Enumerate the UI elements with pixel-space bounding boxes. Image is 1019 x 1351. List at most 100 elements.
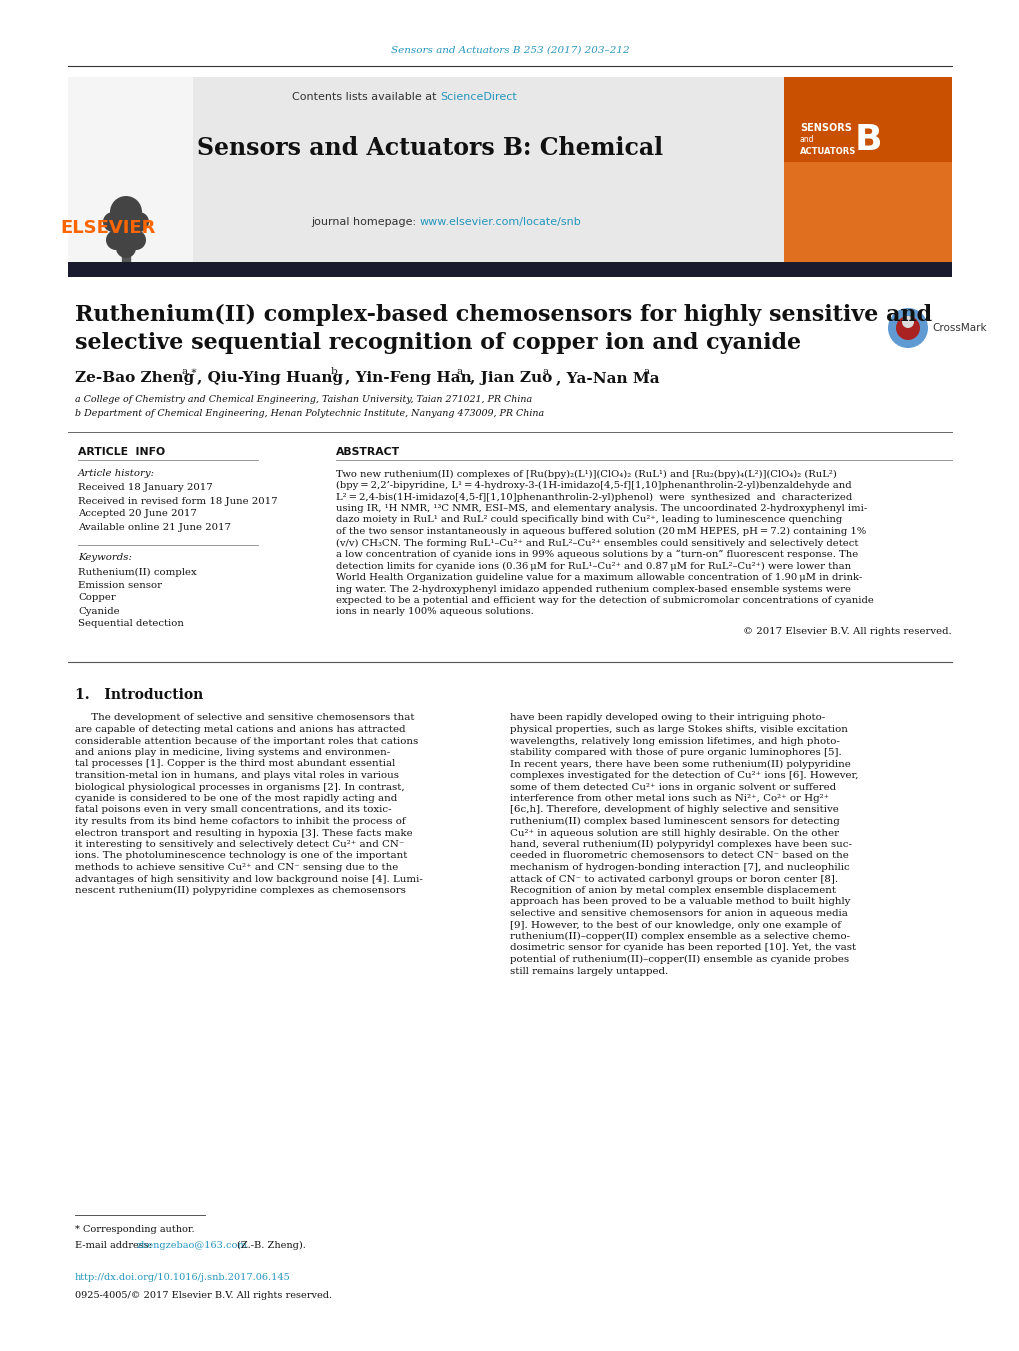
Text: a College of Chemistry and Chemical Engineering, Taishan University, Taian 27102: a College of Chemistry and Chemical Engi… [75,396,532,404]
Text: Received 18 January 2017: Received 18 January 2017 [77,484,213,493]
Text: and: and [799,135,814,145]
Text: ScienceDirect: ScienceDirect [439,92,517,101]
Circle shape [110,196,142,228]
Text: Cu²⁺ in aqueous solution are still highly desirable. On the other: Cu²⁺ in aqueous solution are still highl… [510,828,839,838]
Bar [68,262,951,277]
Text: stability compared with those of pure organic luminophores [5].: stability compared with those of pure or… [510,748,841,757]
Circle shape [901,316,913,328]
Text: (v/v) CH₃CN. The forming RuL¹–Cu²⁺ and RuL²–Cu²⁺ ensembles could sensitively and: (v/v) CH₃CN. The forming RuL¹–Cu²⁺ and R… [335,539,858,547]
Bar [68,77,784,276]
Bar [68,77,193,276]
Text: cyanide is considered to be one of the most rapidly acting and: cyanide is considered to be one of the m… [75,794,396,802]
Text: a: a [457,367,463,376]
Circle shape [103,212,123,232]
Text: http://dx.doi.org/10.1016/j.snb.2017.06.145: http://dx.doi.org/10.1016/j.snb.2017.06.… [75,1274,290,1282]
Text: ruthenium(II) complex based luminescent sensors for detecting: ruthenium(II) complex based luminescent … [510,817,839,825]
Text: www.elsevier.com/locate/snb: www.elsevier.com/locate/snb [420,218,581,227]
Text: Article history:: Article history: [77,470,155,478]
Text: 0925-4005/© 2017 Elsevier B.V. All rights reserved.: 0925-4005/© 2017 Elsevier B.V. All right… [75,1292,332,1301]
Text: Ruthenium(II) complex: Ruthenium(II) complex [77,567,197,577]
Text: approach has been proved to be a valuable method to built highly: approach has been proved to be a valuabl… [510,897,850,907]
Text: detection limits for cyanide ions (0.36 μM for RuL¹–Cu²⁺ and 0.87 μM for RuL²–Cu: detection limits for cyanide ions (0.36 … [335,562,850,570]
Text: attack of CN⁻ to activated carbonyl groups or boron center [8].: attack of CN⁻ to activated carbonyl grou… [510,874,838,884]
Circle shape [106,230,126,250]
Text: Recognition of anion by metal complex ensemble displacement: Recognition of anion by metal complex en… [510,886,836,894]
Text: it interesting to sensitively and selectively detect Cu²⁺ and CN⁻: it interesting to sensitively and select… [75,840,404,848]
Text: methods to achieve sensitive Cu²⁺ and CN⁻ sensing due to the: methods to achieve sensitive Cu²⁺ and CN… [75,863,397,871]
Text: complexes investigated for the detection of Cu²⁺ ions [6]. However,: complexes investigated for the detection… [510,771,858,780]
Text: Contents lists available at: Contents lists available at [291,92,439,101]
Text: b: b [331,367,337,376]
Text: physical properties, such as large Stokes shifts, visible excitation: physical properties, such as large Stoke… [510,725,847,734]
Text: of the two sensor instantaneously in aqueous buffered solution (20 mM HEPES, pH : of the two sensor instantaneously in aqu… [335,527,865,536]
Text: have been rapidly developed owing to their intriguing photo-: have been rapidly developed owing to the… [510,713,824,723]
Text: using IR, ¹H NMR, ¹³C NMR, ESI–MS, and elementary analysis. The uncoordinated 2-: using IR, ¹H NMR, ¹³C NMR, ESI–MS, and e… [335,504,866,513]
Text: and anions play in medicine, living systems and environmen-: and anions play in medicine, living syst… [75,748,390,757]
Text: considerable attention because of the important roles that cations: considerable attention because of the im… [75,736,418,746]
Text: mechanism of hydrogen-bonding interaction [7], and nucleophilic: mechanism of hydrogen-bonding interactio… [510,863,849,871]
Text: [6c,h]. Therefore, development of highly selective and sensitive: [6c,h]. Therefore, development of highly… [510,805,838,815]
Text: a: a [643,367,649,376]
Text: expected to be a potential and efficient way for the detection of submicromolar : expected to be a potential and efficient… [335,596,873,605]
Text: Available online 21 June 2017: Available online 21 June 2017 [77,523,230,531]
Text: electron transport and resulting in hypoxia [3]. These facts make: electron transport and resulting in hypo… [75,828,413,838]
Text: biological physiological processes in organisms [2]. In contrast,: biological physiological processes in or… [75,782,405,792]
Text: Accepted 20 June 2017: Accepted 20 June 2017 [77,509,197,519]
Text: World Health Organization guideline value for a maximum allowable concentration : World Health Organization guideline valu… [335,573,861,582]
Text: ions in nearly 100% aqueous solutions.: ions in nearly 100% aqueous solutions. [335,608,533,616]
Text: ELSEVIER: ELSEVIER [60,219,156,236]
Text: ABSTRACT: ABSTRACT [335,447,399,457]
Text: potential of ruthenium(II)–copper(II) ensemble as cyanide probes: potential of ruthenium(II)–copper(II) en… [510,955,848,965]
Text: , Jian Zuo: , Jian Zuo [470,372,551,385]
Text: a low concentration of cyanide ions in 99% aqueous solutions by a “turn-on” fluo: a low concentration of cyanide ions in 9… [335,550,857,559]
Text: tal processes [1]. Copper is the third most abundant essential: tal processes [1]. Copper is the third m… [75,759,395,769]
Text: In recent years, there have been some ruthenium(II) polypyridine: In recent years, there have been some ru… [510,759,850,769]
Text: zhengzebao@163.com: zhengzebao@163.com [137,1240,248,1250]
Text: Sensors and Actuators B 253 (2017) 203–212: Sensors and Actuators B 253 (2017) 203–2… [390,46,629,54]
Text: ions. The photoluminescence technology is one of the important: ions. The photoluminescence technology i… [75,851,407,861]
Text: , Ya-Nan Ma: , Ya-Nan Ma [555,372,659,385]
Text: [9]. However, to the best of our knowledge, only one example of: [9]. However, to the best of our knowled… [510,920,841,929]
Text: advantages of high sensitivity and low background noise [4]. Lumi-: advantages of high sensitivity and low b… [75,874,423,884]
Text: ity results from its bind heme cofactors to inhibit the process of: ity results from its bind heme cofactors… [75,817,406,825]
Circle shape [888,308,927,349]
Text: dosimetric sensor for cyanide has been reported [10]. Yet, the vast: dosimetric sensor for cyanide has been r… [510,943,855,952]
Text: B: B [854,123,881,157]
Text: selective and sensitive chemosensors for anion in aqueous media: selective and sensitive chemosensors for… [510,909,847,917]
Text: Ruthenium(II) complex-based chemosensors for highly sensitive and: Ruthenium(II) complex-based chemosensors… [75,304,931,326]
Text: L² = 2,4-bis(1H-imidazo[4,5-f][1,10]phenanthrolin-2-yl)phenol)  were  synthesize: L² = 2,4-bis(1H-imidazo[4,5-f][1,10]phen… [335,492,852,501]
Text: still remains largely untapped.: still remains largely untapped. [510,966,667,975]
Text: Sequential detection: Sequential detection [77,620,183,628]
Text: are capable of detecting metal cations and anions has attracted: are capable of detecting metal cations a… [75,725,406,734]
Text: journal homepage:: journal homepage: [311,218,420,227]
Text: hand, several ruthenium(II) polypyridyl complexes have been suc-: hand, several ruthenium(II) polypyridyl … [510,840,851,848]
Text: Cyanide: Cyanide [77,607,119,616]
Text: CrossMark: CrossMark [931,323,985,332]
Text: 1.   Introduction: 1. Introduction [75,688,203,703]
Text: , Yin-Feng Han: , Yin-Feng Han [344,372,471,385]
Circle shape [895,316,919,340]
Text: © 2017 Elsevier B.V. All rights reserved.: © 2017 Elsevier B.V. All rights reserved… [743,627,951,636]
Text: ceeded in fluorometric chemosensors to detect CN⁻ based on the: ceeded in fluorometric chemosensors to d… [510,851,848,861]
Text: nescent ruthenium(II) polypyridine complexes as chemosensors: nescent ruthenium(II) polypyridine compl… [75,886,406,896]
Text: b Department of Chemical Engineering, Henan Polytechnic Institute, Nanyang 47300: b Department of Chemical Engineering, He… [75,409,543,419]
Text: interference from other metal ions such as Ni²⁺, Co²⁺ or Hg²⁺: interference from other metal ions such … [510,794,828,802]
Text: Copper: Copper [77,593,115,603]
Circle shape [128,212,149,232]
Text: dazo moiety in RuL¹ and RuL² could specifically bind with Cu²⁺, leading to lumin: dazo moiety in RuL¹ and RuL² could speci… [335,516,842,524]
Bar [784,77,951,276]
Circle shape [112,216,140,245]
Text: Sensors and Actuators B: Chemical: Sensors and Actuators B: Chemical [197,136,662,159]
Text: Ze-Bao Zheng: Ze-Bao Zheng [75,372,194,385]
Text: a,∗: a,∗ [181,367,198,376]
Circle shape [116,238,136,258]
Text: , Qiu-Ying Huang: , Qiu-Ying Huang [197,372,342,385]
Text: E-mail address:: E-mail address: [75,1240,155,1250]
Text: ing water. The 2-hydroxyphenyl imidazo appended ruthenium complex-based ensemble: ing water. The 2-hydroxyphenyl imidazo a… [335,585,850,593]
Text: (Z.-B. Zheng).: (Z.-B. Zheng). [236,1240,306,1250]
Text: (bpy = 2,2’-bipyridine, L¹ = 4-hydroxy-3-(1H-imidazo[4,5-f][1,10]phenanthrolin-2: (bpy = 2,2’-bipyridine, L¹ = 4-hydroxy-3… [335,481,851,490]
Circle shape [126,230,146,250]
Text: Two new ruthenium(II) complexes of [Ru(bpy)₂(L¹)](ClO₄)₂ (RuL¹) and [Ru₂(bpy)₄(L: Two new ruthenium(II) complexes of [Ru(b… [335,469,836,478]
Bar [784,77,951,162]
Text: ruthenium(II)–copper(II) complex ensemble as a selective chemo-: ruthenium(II)–copper(II) complex ensembl… [510,932,849,942]
